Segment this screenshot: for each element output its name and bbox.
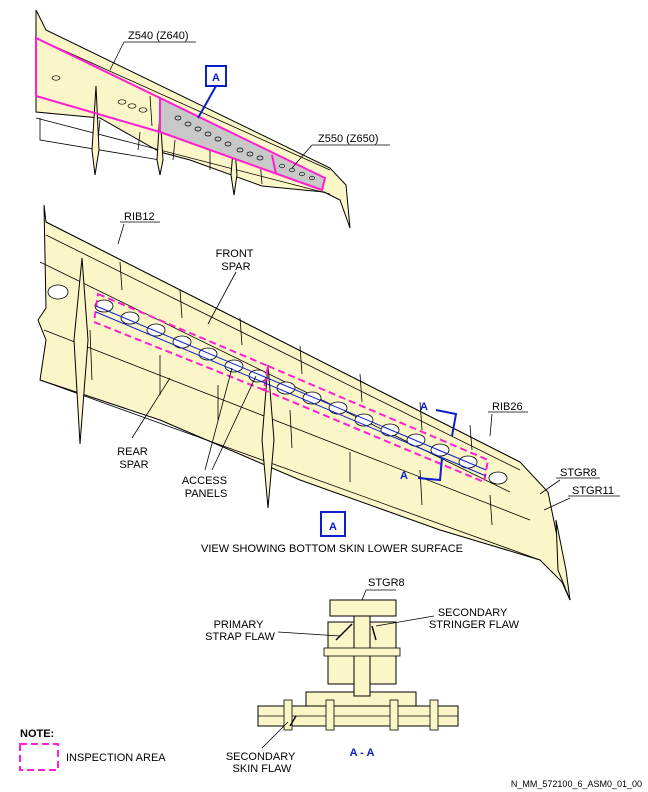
rear-spar-line1: REAR: [117, 446, 148, 458]
section-stgr8-label: STGR8: [368, 577, 405, 589]
rib26-label: RIB26: [492, 401, 523, 413]
fasteners: [283, 647, 439, 731]
inspection-legend-swatch: [19, 743, 59, 771]
front-spar-line2: SPAR: [221, 261, 250, 273]
stgr11-label: STGR11: [572, 485, 614, 497]
primary-line1: PRIMARY: [214, 619, 265, 631]
secondary-skin-flaw-label: SECONDARY SKIN FLAW: [226, 751, 298, 775]
section-arrow-bottom: [417, 457, 443, 482]
main-wing-view: A A RIB12 RIB26 FRONT SPAR REAR SPAR ACC…: [37, 204, 620, 601]
front-spar-label: FRONT SPAR: [216, 248, 257, 273]
access-panels-line2: PANELS: [185, 488, 228, 500]
secondary-stringer-line1: SECONDARY: [438, 607, 508, 619]
main-wing-outline: [37, 204, 571, 601]
zone-label-z550: Z550 (Z650): [318, 133, 379, 145]
top-fin-1: [91, 85, 100, 176]
main-fin-3: [555, 519, 571, 601]
main-fin-2: [261, 364, 275, 509]
secondary-skin-line2: SKIN FLAW: [233, 763, 292, 775]
front-spar-line1: FRONT: [216, 248, 254, 260]
stgr8-label: STGR8: [560, 467, 597, 479]
section-title: A - A: [350, 747, 375, 759]
section-a-a: STGR8 PRIMARY STRAP FLAW SECONDARY STRIN…: [205, 577, 519, 775]
view-caption: VIEW SHOWING BOTTOM SKIN LOWER SURFACE: [201, 543, 463, 555]
secondary-skin-line1: SECONDARY: [226, 751, 296, 763]
zone-label-z540: Z540 (Z640): [128, 30, 189, 42]
top-inspection-outline-b: [159, 96, 327, 192]
primary-line2: STRAP FLAW: [205, 631, 275, 643]
section-mark-bottom: A: [400, 470, 408, 482]
rib12-label: RIB12: [124, 211, 155, 223]
inspection-area-outer: [262, 364, 490, 484]
rear-spar-line2: SPAR: [119, 459, 148, 471]
main-fin-1: [73, 257, 89, 445]
top-wing-view: A Z540 (Z640) Z550 (Z650): [35, 9, 390, 229]
top-view-marker: A: [212, 72, 220, 84]
secondary-stringer-line2: STRINGER FLAW: [429, 619, 520, 631]
inspection-area-inner: [92, 292, 270, 392]
top-fin-2: [156, 111, 164, 176]
rear-spar-label: REAR SPAR: [117, 446, 151, 471]
primary-strap-flaw-label: PRIMARY STRAP FLAW: [205, 619, 275, 643]
figure-id: N_MM_572100_6_ASM0_01_00: [511, 779, 642, 789]
top-fin-3: [230, 137, 238, 196]
access-panels-label: ACCESS PANELS: [182, 475, 230, 500]
main-view-marker: A: [329, 521, 337, 533]
section-mark-top: A: [420, 401, 428, 413]
top-holes: [51, 75, 315, 181]
note-legend: NOTE: INSPECTION AREA: [19, 728, 166, 771]
note-heading: NOTE:: [20, 728, 54, 740]
top-view-marker-box: [205, 65, 227, 87]
main-view-marker-box: [320, 511, 346, 537]
access-panels-line1: ACCESS: [182, 475, 227, 487]
access-panel-holes: [47, 284, 508, 485]
inspection-legend-label: INSPECTION AREA: [66, 752, 166, 764]
stringer-cap: [329, 599, 397, 617]
secondary-stringer-flaw-label: SECONDARY STRINGER FLAW: [429, 607, 520, 631]
section-arrow-top: [435, 409, 458, 437]
